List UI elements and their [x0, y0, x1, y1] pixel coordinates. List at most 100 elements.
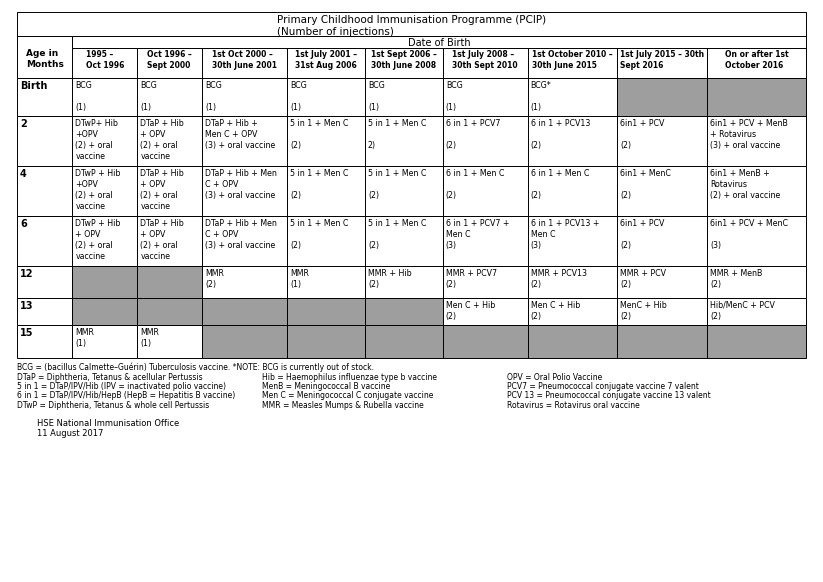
Text: MMR + PCV13
(2): MMR + PCV13 (2)	[531, 269, 587, 289]
Bar	[528, 325, 617, 358]
Bar	[365, 116, 443, 166]
Bar	[17, 266, 72, 298]
Bar	[617, 116, 707, 166]
Bar	[443, 216, 528, 266]
Text: MMR
(1): MMR (1)	[76, 328, 95, 348]
Text: 6in1 + MenC

(2): 6in1 + MenC (2)	[621, 169, 672, 200]
Text: MenC + Hib
(2): MenC + Hib (2)	[621, 301, 667, 321]
Text: DTaP + Hib + Men
C + OPV
(3) + oral vaccine: DTaP + Hib + Men C + OPV (3) + oral vacc…	[205, 169, 277, 200]
Bar	[202, 48, 287, 78]
Bar	[17, 166, 72, 216]
Text: MMR = Measles Mumps & Rubella vaccine: MMR = Measles Mumps & Rubella vaccine	[262, 401, 424, 410]
Text: Date of Birth: Date of Birth	[408, 38, 471, 48]
Text: 6in1 + PCV

(2): 6in1 + PCV (2)	[621, 119, 665, 150]
Text: 5 in 1 + Men C

2): 5 in 1 + Men C 2)	[368, 119, 426, 150]
Bar	[72, 78, 137, 116]
Bar	[707, 166, 806, 216]
Text: MMR + MenB
(2): MMR + MenB (2)	[710, 269, 762, 289]
Text: BCG = (bacillus Calmette–Guérin) Tuberculosis vaccine. *NOTE: BCG is currently o: BCG = (bacillus Calmette–Guérin) Tubercu…	[17, 363, 374, 372]
Text: 6in1 + PCV + MenB
+ Rotavirus
(3) + oral vaccine: 6in1 + PCV + MenB + Rotavirus (3) + oral…	[710, 119, 788, 150]
Text: 6 in 1 + PCV7 +
Men C
(3): 6 in 1 + PCV7 + Men C (3)	[446, 219, 509, 250]
Bar	[617, 48, 707, 78]
Text: 6 in 1 + Men C

(2): 6 in 1 + Men C (2)	[531, 169, 589, 200]
Bar	[528, 266, 617, 298]
Text: 15: 15	[20, 328, 34, 338]
Bar	[707, 266, 806, 298]
Bar	[202, 325, 287, 358]
Text: 6 in 1 + PCV13 +
Men C
(3): 6 in 1 + PCV13 + Men C (3)	[531, 219, 599, 250]
Bar	[287, 48, 365, 78]
Text: 5 in 1 + Men C

(2): 5 in 1 + Men C (2)	[290, 119, 348, 150]
Text: 1st Oct 2000 –
30th June 2001: 1st Oct 2000 – 30th June 2001	[212, 50, 277, 70]
Bar	[17, 216, 72, 266]
Text: DTaP + Hib
+ OPV
(2) + oral
vaccine: DTaP + Hib + OPV (2) + oral vaccine	[140, 169, 184, 211]
Text: 5 in 1 + Men C

(2): 5 in 1 + Men C (2)	[368, 169, 426, 200]
Text: 4: 4	[20, 169, 27, 179]
Text: 12: 12	[20, 269, 34, 279]
Bar	[443, 298, 528, 325]
Text: 6 in 1 = DTaP/IPV/Hib/HepB (HepB = Hepatitis B vaccine): 6 in 1 = DTaP/IPV/Hib/HepB (HepB = Hepat…	[17, 392, 235, 400]
Bar	[365, 298, 443, 325]
Text: 6in1 + PCV

(2): 6in1 + PCV (2)	[621, 219, 665, 250]
Bar	[202, 78, 287, 116]
Text: 1st July 2001 –
31st Aug 2006: 1st July 2001 – 31st Aug 2006	[295, 50, 357, 70]
Bar	[528, 48, 617, 78]
Bar	[287, 166, 365, 216]
Text: DTwP+ Hib
+OPV
(2) + oral
vaccine: DTwP+ Hib +OPV (2) + oral vaccine	[76, 119, 119, 161]
Bar	[617, 325, 707, 358]
Text: On or after 1st
October 2016: On or after 1st October 2016	[725, 50, 788, 70]
Bar	[137, 216, 202, 266]
Bar	[137, 166, 202, 216]
Text: MMR + PCV
(2): MMR + PCV (2)	[621, 269, 667, 289]
Text: 1st July 2015 – 30th
Sept 2016: 1st July 2015 – 30th Sept 2016	[620, 50, 704, 70]
Text: Hib = Haemophilus influenzae type b vaccine: Hib = Haemophilus influenzae type b vacc…	[262, 372, 437, 381]
Text: MMR + Hib
(2): MMR + Hib (2)	[368, 269, 412, 289]
Bar	[72, 166, 137, 216]
Bar	[365, 325, 443, 358]
Bar	[707, 48, 806, 78]
Text: Primary Childhood Immunisation Programme (PCIP)
(Number of injections): Primary Childhood Immunisation Programme…	[277, 15, 546, 37]
Bar	[528, 298, 617, 325]
Text: 13: 13	[20, 301, 34, 311]
Bar	[443, 116, 528, 166]
Bar	[443, 48, 528, 78]
Bar	[287, 78, 365, 116]
Bar	[443, 325, 528, 358]
Bar	[617, 78, 707, 116]
Bar	[72, 36, 806, 48]
Bar	[202, 298, 287, 325]
Bar	[365, 48, 443, 78]
Bar	[528, 78, 617, 116]
Bar	[17, 12, 806, 36]
Bar	[137, 48, 202, 78]
Text: 5 in 1 + Men C

(2): 5 in 1 + Men C (2)	[368, 219, 426, 250]
Bar	[17, 78, 72, 116]
Text: Men C + Hib
(2): Men C + Hib (2)	[531, 301, 580, 321]
Bar	[707, 116, 806, 166]
Bar	[707, 216, 806, 266]
Bar	[287, 325, 365, 358]
Text: 6 in 1 + Men C

(2): 6 in 1 + Men C (2)	[446, 169, 504, 200]
Text: 2: 2	[20, 119, 27, 129]
Text: OPV = Oral Polio Vaccine: OPV = Oral Polio Vaccine	[507, 372, 602, 381]
Text: 6in1 + PCV + MenC

(3): 6in1 + PCV + MenC (3)	[710, 219, 788, 250]
Text: DTwP + Hib
+ OPV
(2) + oral
vaccine: DTwP + Hib + OPV (2) + oral vaccine	[76, 219, 121, 261]
Text: BCG

(1): BCG (1)	[76, 81, 92, 112]
Text: 1st July 2008 –
30th Sept 2010: 1st July 2008 – 30th Sept 2010	[453, 50, 518, 70]
Bar	[707, 78, 806, 116]
Text: BCG

(1): BCG (1)	[290, 81, 307, 112]
Bar	[707, 325, 806, 358]
Text: Hib/MenC + PCV
(2): Hib/MenC + PCV (2)	[710, 301, 774, 321]
Bar	[72, 266, 137, 298]
Text: BCG

(1): BCG (1)	[205, 81, 222, 112]
Text: BCG

(1): BCG (1)	[140, 81, 157, 112]
Text: MMR + PCV7
(2): MMR + PCV7 (2)	[446, 269, 497, 289]
Bar	[72, 216, 137, 266]
Text: 1st Sept 2006 –
30th June 2008: 1st Sept 2006 – 30th June 2008	[371, 50, 437, 70]
Bar	[17, 116, 72, 166]
Text: DTwP = Diphtheria, Tetanus & whole cell Pertussis: DTwP = Diphtheria, Tetanus & whole cell …	[17, 401, 209, 410]
Bar	[365, 166, 443, 216]
Bar	[365, 78, 443, 116]
Text: MMR
(2): MMR (2)	[205, 269, 224, 289]
Text: HSE National Immunisation Office: HSE National Immunisation Office	[37, 418, 179, 428]
